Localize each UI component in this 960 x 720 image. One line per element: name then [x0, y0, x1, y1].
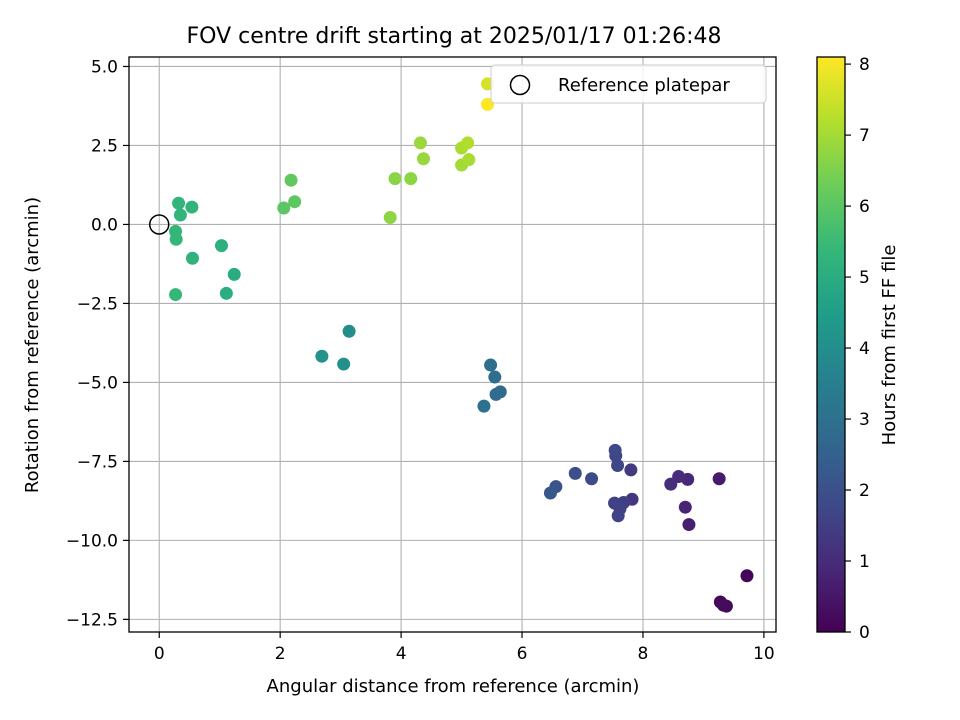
y-tick-label: −10.0 — [66, 531, 118, 551]
data-point — [678, 500, 692, 514]
x-tick-label: 4 — [396, 644, 407, 664]
legend-label-reference-platepar: Reference platepar — [558, 75, 730, 96]
colorbar-ticks: 0 1 2 3 4 5 6 7 8 — [845, 55, 870, 643]
data-point — [172, 196, 186, 210]
colorbar-frame — [816, 56, 846, 633]
colorbar-label: Hours from first FF file — [879, 245, 900, 446]
plot-frame — [128, 56, 777, 633]
x-axis-label: Angular distance from reference (arcmin) — [267, 676, 640, 697]
data-point — [215, 239, 229, 253]
y-tick-label: 2.5 — [91, 136, 118, 156]
colorbar-tick-label: 4 — [859, 339, 870, 359]
data-point — [388, 172, 402, 186]
data-point — [337, 357, 351, 371]
data-point — [169, 288, 183, 302]
data-point — [608, 496, 622, 510]
reference-marker-layer — [148, 214, 170, 235]
data-point — [488, 370, 502, 384]
colorbar-tick-label: 2 — [859, 481, 870, 501]
data-point — [169, 224, 183, 238]
data-point — [461, 136, 475, 150]
data-point — [585, 472, 599, 486]
legend: Reference platepar — [490, 64, 767, 104]
x-axis-ticks: 0 2 4 6 8 10 — [154, 632, 775, 664]
data-point — [712, 472, 726, 486]
data-point — [740, 569, 754, 583]
legend-reference-marker — [509, 74, 531, 96]
data-point — [284, 173, 298, 187]
data-point — [568, 466, 582, 480]
grid-lines — [129, 57, 776, 632]
data-point — [462, 153, 476, 167]
data-point — [315, 349, 329, 363]
y-axis-label: Rotation from reference (arcmin) — [22, 197, 43, 493]
colorbar-tick-label: 6 — [859, 197, 870, 217]
reference-platepar-marker — [148, 214, 170, 235]
x-tick-label: 2 — [275, 644, 286, 664]
x-tick-label: 8 — [638, 644, 649, 664]
x-tick-label: 10 — [753, 644, 775, 664]
data-point — [484, 358, 498, 372]
x-tick-label: 0 — [154, 644, 165, 664]
data-point — [185, 251, 199, 265]
data-point — [277, 201, 291, 215]
legend-box — [490, 64, 767, 104]
data-point — [342, 324, 356, 338]
data-point — [624, 463, 638, 477]
colorbar-tick-label: 3 — [859, 410, 870, 430]
data-point — [185, 200, 199, 214]
data-point — [682, 518, 696, 532]
data-point — [288, 195, 302, 209]
colorbar-tick-label: 5 — [859, 268, 870, 288]
data-point — [489, 387, 503, 401]
colorbar-tick-label: 0 — [859, 623, 870, 643]
y-tick-label: −12.5 — [66, 610, 118, 630]
y-tick-label: −2.5 — [77, 294, 118, 314]
data-point — [227, 267, 241, 281]
data-point — [608, 443, 622, 457]
colorbar-tick-label: 8 — [859, 55, 870, 75]
data-points — [169, 77, 754, 613]
data-point — [404, 172, 418, 186]
y-axis-ticks: 5.0 2.5 0.0 −2.5 −5.0 −7.5 −10.0 −12.5 — [66, 57, 129, 630]
data-point — [219, 286, 233, 300]
data-point — [477, 399, 491, 413]
data-point — [664, 477, 678, 491]
data-point — [383, 210, 397, 224]
y-tick-label: −7.5 — [77, 452, 118, 472]
y-tick-label: 5.0 — [91, 57, 118, 77]
y-tick-label: 0.0 — [91, 215, 118, 235]
data-point — [413, 136, 427, 150]
data-point — [719, 599, 733, 613]
data-point — [416, 152, 430, 166]
data-point — [481, 97, 495, 111]
colorbar-gradient — [817, 57, 845, 632]
data-point — [611, 509, 625, 523]
colorbar: 0 1 2 3 4 5 6 7 8 Hours from first FF file — [816, 55, 900, 643]
colorbar-tick-label: 7 — [859, 126, 870, 146]
data-point — [173, 208, 187, 222]
chart-title: FOV centre drift starting at 2025/01/17 … — [187, 24, 722, 49]
data-point — [611, 459, 625, 473]
x-tick-label: 6 — [517, 644, 528, 664]
y-tick-label: −5.0 — [77, 373, 118, 393]
colorbar-tick-label: 1 — [859, 552, 870, 572]
data-point — [543, 486, 557, 500]
